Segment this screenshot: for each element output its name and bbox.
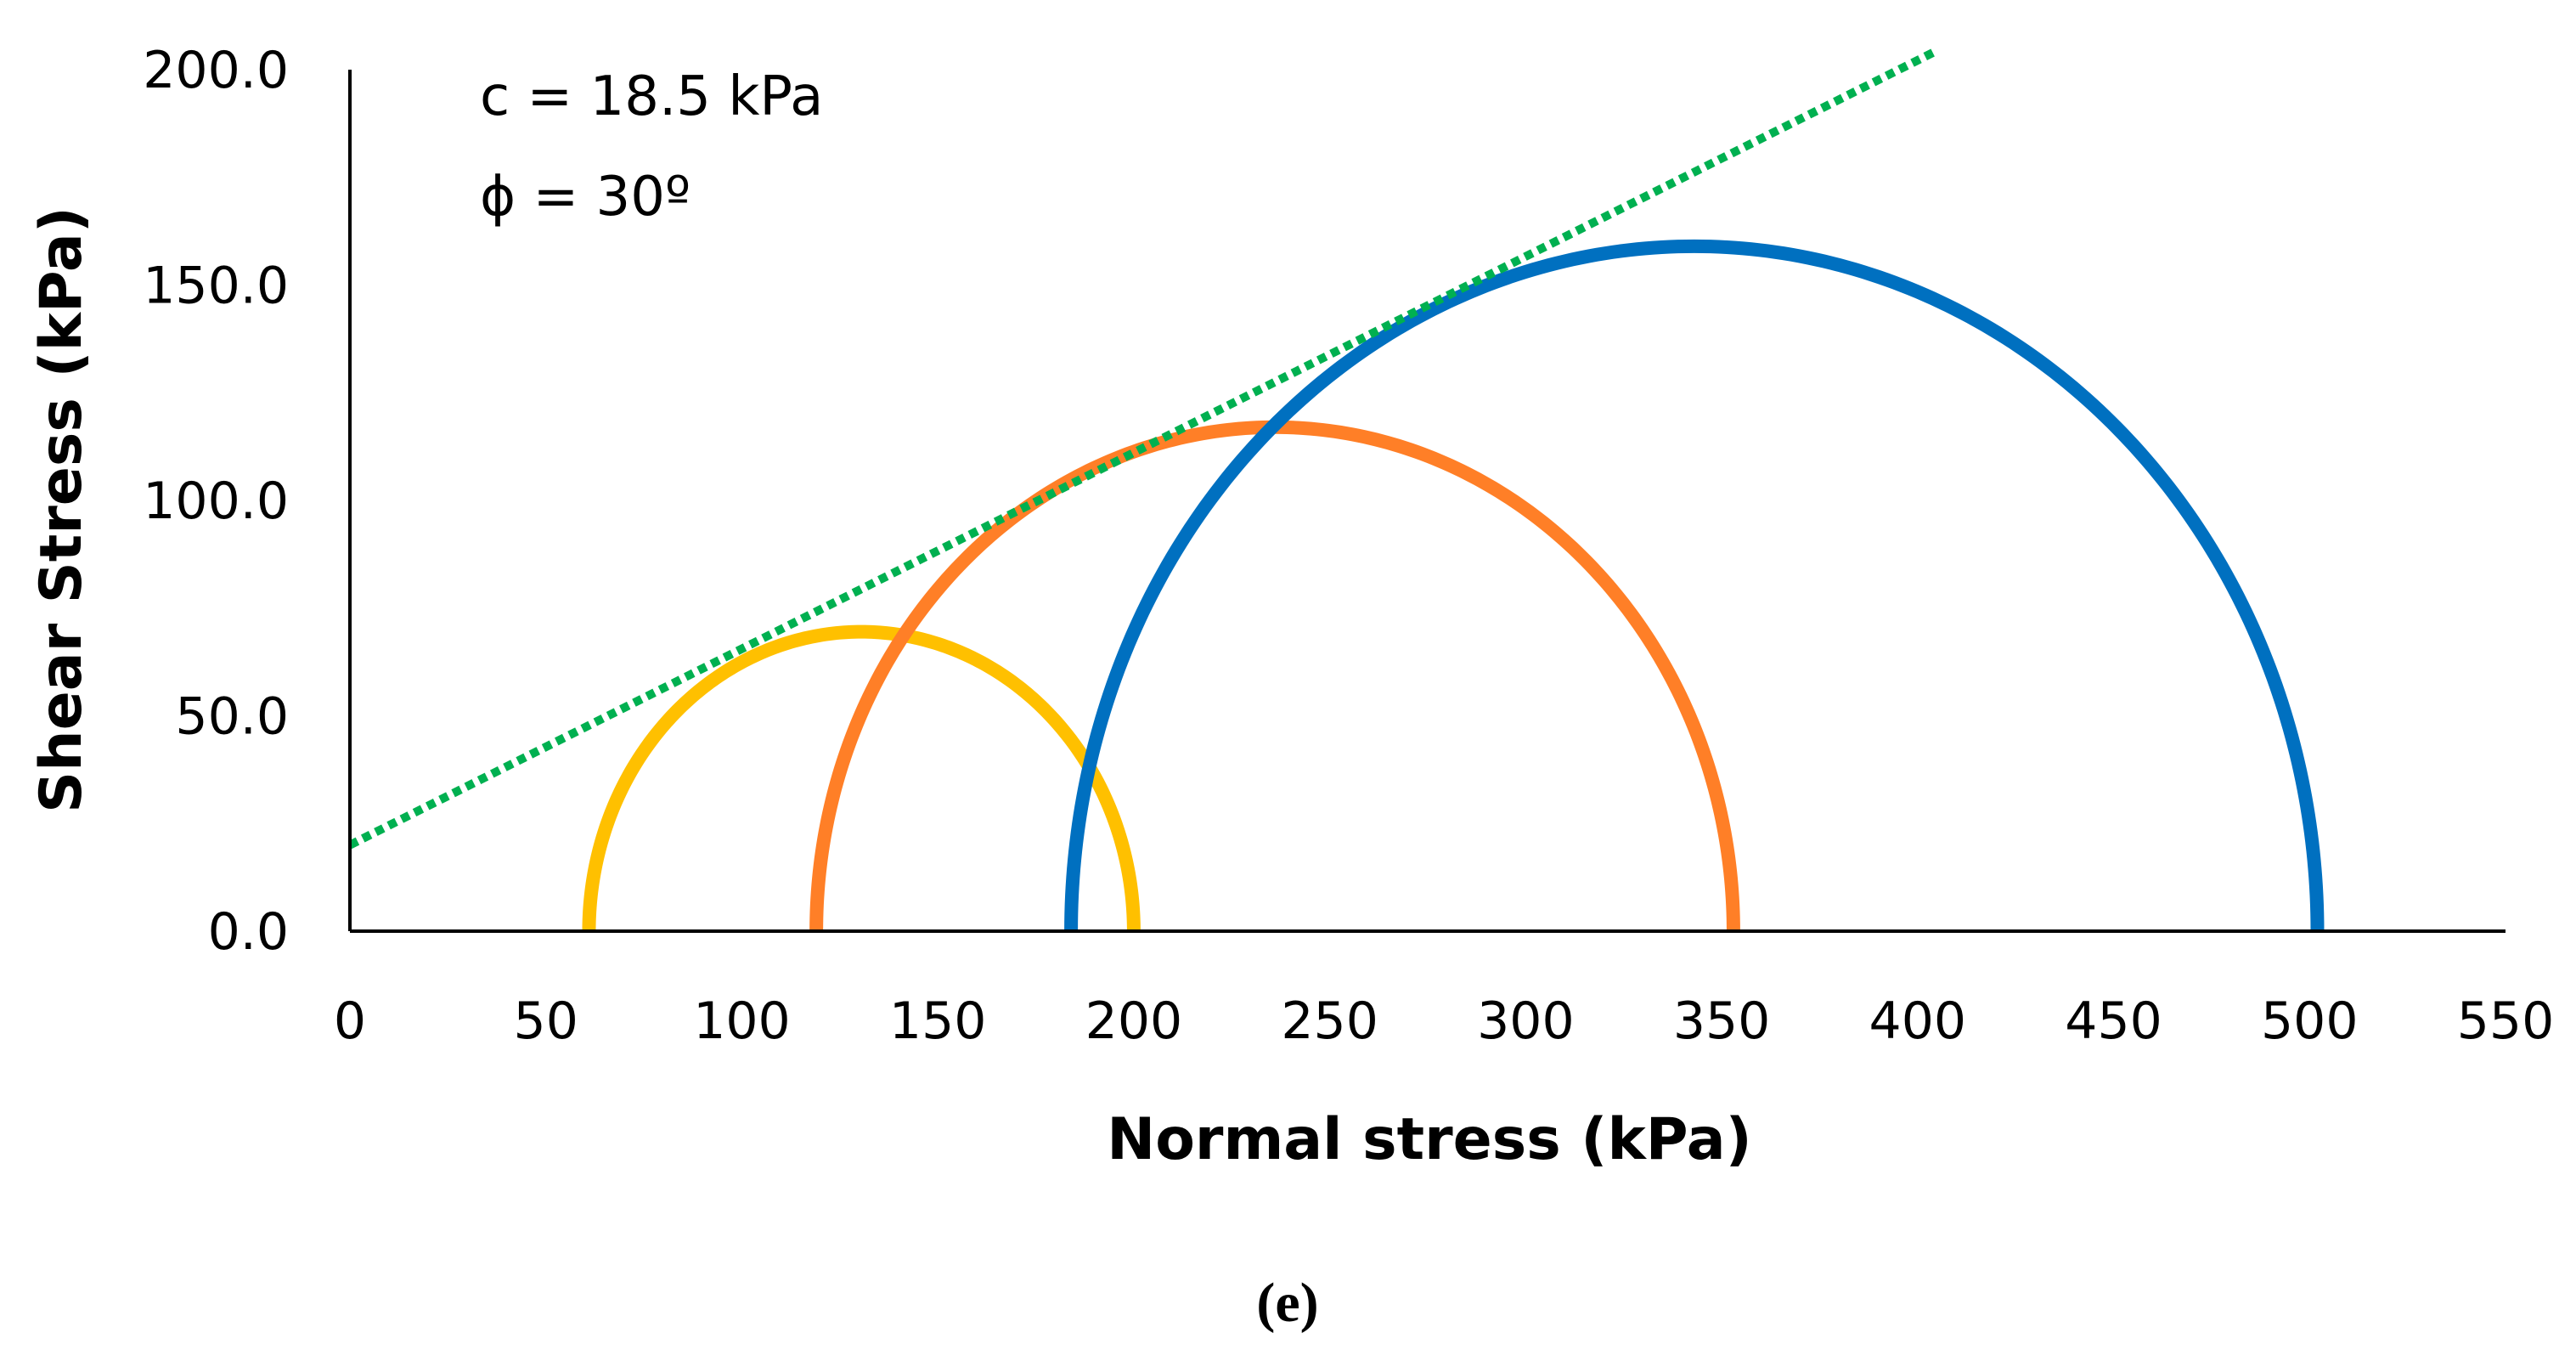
y-tick-label: 150.0 (143, 257, 289, 316)
y-tick-labels: 0.0 50.0 100.0 150.0 200.0 (143, 41, 289, 962)
mohr-circle-2 (809, 420, 1740, 932)
friction-angle-annotation: ϕ = 30º (480, 166, 691, 229)
failure-envelope-line (347, 48, 1936, 850)
y-tick-label: 100.0 (143, 472, 289, 531)
x-tick-label: 400 (1869, 991, 1967, 1051)
x-tick-label: 50 (514, 991, 578, 1051)
mohr-circle-3 (1064, 239, 2325, 932)
x-tick-label: 150 (889, 991, 987, 1051)
y-tick-label: 0.0 (208, 902, 289, 962)
mohr-circle-1 (582, 624, 1141, 932)
cohesion-annotation: c = 18.5 kPa (480, 65, 823, 128)
x-tick-label: 200 (1085, 991, 1183, 1051)
series-layer (347, 48, 2325, 932)
panel-label: (e) (1256, 1272, 1318, 1334)
x-tick-labels: 0 50 100 150 200 250 300 350 400 450 500 550 (334, 991, 2554, 1051)
x-tick-label: 100 (693, 991, 791, 1051)
x-tick-label: 250 (1281, 991, 1378, 1051)
x-tick-label: 300 (1477, 991, 1575, 1051)
x-tick-label: 0 (334, 991, 366, 1051)
x-tick-label: 500 (2261, 991, 2359, 1051)
x-tick-label: 550 (2457, 991, 2555, 1051)
x-axis-title: Normal stress (kPa) (1107, 1106, 1751, 1173)
y-axis-title: Shear Stress (kPa) (28, 206, 95, 813)
y-tick-label: 200.0 (143, 41, 289, 100)
x-tick-label: 450 (2065, 991, 2162, 1051)
y-tick-label: 50.0 (175, 687, 289, 747)
x-tick-label: 350 (1673, 991, 1771, 1051)
